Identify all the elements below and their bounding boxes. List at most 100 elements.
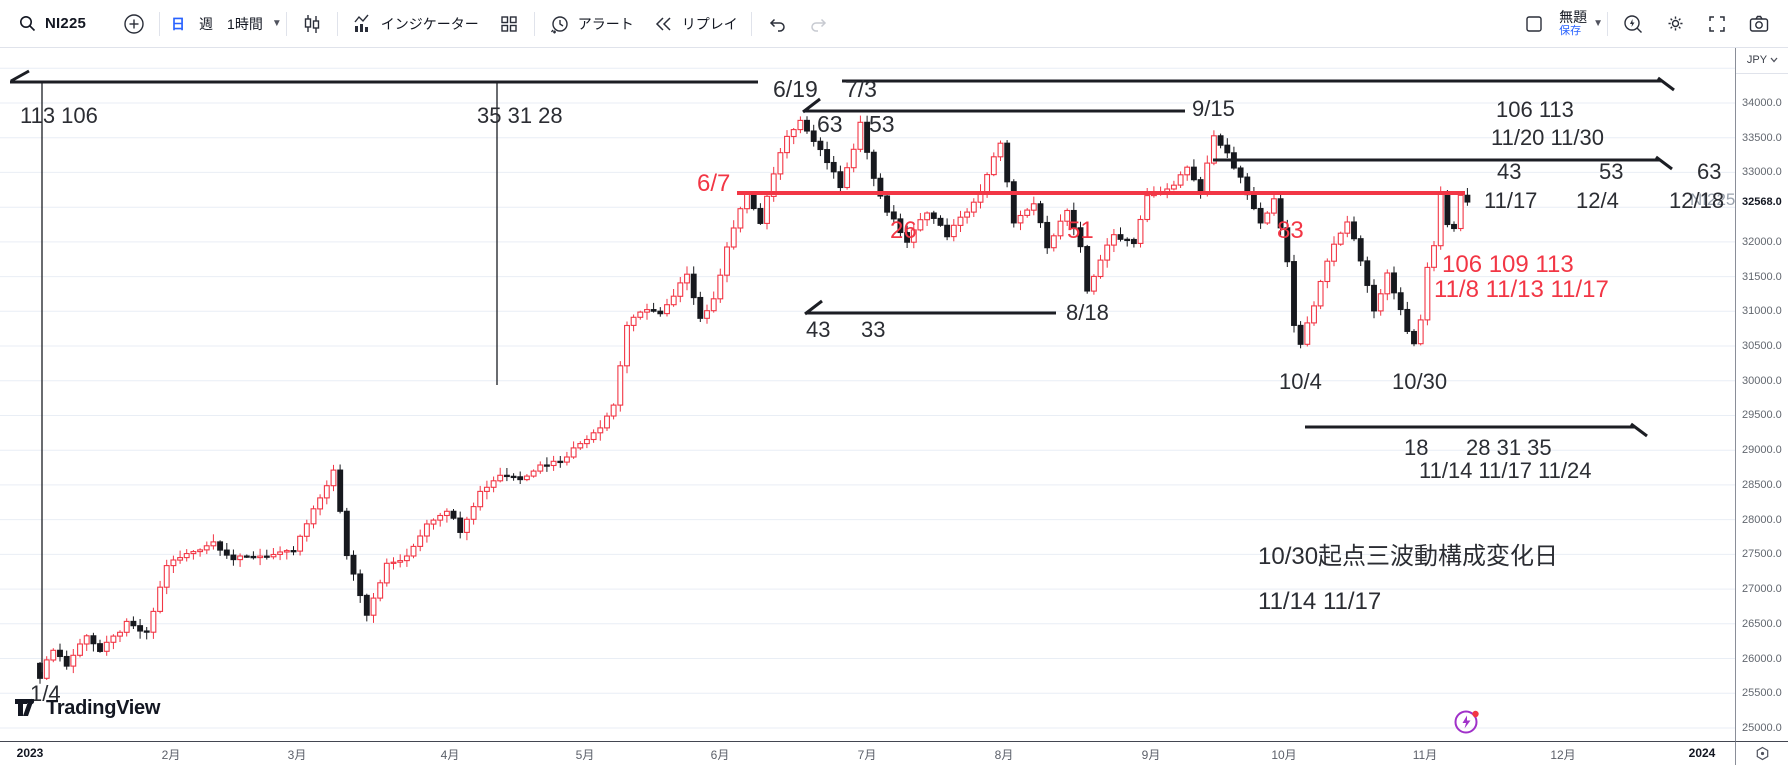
- toolbar-divider: [159, 11, 161, 36]
- snapshot-button[interactable]: [1738, 7, 1780, 41]
- interval-1w-button[interactable]: 週: [199, 15, 214, 32]
- annotation-text[interactable]: 43: [806, 317, 831, 342]
- time-tick-label: 2月: [161, 748, 181, 762]
- annotation-text[interactable]: 9/15: [1192, 96, 1235, 121]
- price-tick-label: 33000.0: [1742, 166, 1782, 179]
- annotation-text[interactable]: 12/4: [1576, 188, 1619, 213]
- templates-button[interactable]: [488, 7, 530, 41]
- redo-icon: [807, 12, 831, 36]
- layout-select-button[interactable]: [1513, 7, 1555, 41]
- layout-title: 無題: [1559, 9, 1588, 26]
- annotation-text[interactable]: 8/18: [1066, 300, 1109, 325]
- lightning-search-icon: [1621, 12, 1645, 36]
- price-tick-label: 33500.0: [1742, 131, 1782, 144]
- annotation-text[interactable]: 11/17: [1484, 188, 1538, 213]
- fullscreen-button[interactable]: [1696, 7, 1738, 41]
- price-tick-label: 29000.0: [1742, 444, 1782, 457]
- symbol-search-button[interactable]: NI225: [6, 7, 95, 41]
- annotation-text[interactable]: 6/7: [697, 170, 731, 197]
- indicators-button[interactable]: インジケーター: [342, 7, 488, 41]
- annotation-text[interactable]: 26: [890, 217, 917, 244]
- interval-chevron-down-icon[interactable]: ▼: [271, 18, 282, 29]
- time-tick-label: 2024: [1688, 746, 1716, 760]
- alert-button[interactable]: アラート: [539, 7, 643, 41]
- axis-settings-corner[interactable]: [1735, 741, 1788, 765]
- axis-settings-icon: [1756, 746, 1769, 761]
- price-tick-label: 28500.0: [1742, 478, 1782, 491]
- alert-label: アラート: [577, 15, 634, 32]
- price-tick-label: 25500.0: [1742, 687, 1782, 700]
- redo-button[interactable]: [798, 7, 840, 41]
- settings-button[interactable]: [1654, 7, 1696, 41]
- price-axis[interactable]: JPY 34000.0 33500.0 33000.0 32568.0 32000.0 3…: [1735, 47, 1788, 741]
- price-tick-label: 28000.0: [1742, 513, 1782, 526]
- annotation-text[interactable]: 6/19: [773, 76, 818, 102]
- undo-button[interactable]: [756, 7, 798, 41]
- fullscreen-icon: [1705, 12, 1729, 36]
- annotation-text[interactable]: 51: [1067, 217, 1094, 244]
- arrowhead: [802, 97, 821, 114]
- annotation-text[interactable]: 11/8 11/13 11/17: [1434, 276, 1609, 303]
- annotation-text[interactable]: 11/20 11/30: [1491, 125, 1604, 150]
- save-button[interactable]: 保存: [1559, 25, 1582, 38]
- compare-button[interactable]: [113, 7, 155, 41]
- layout-chevron-down-icon[interactable]: ▼: [1593, 18, 1603, 29]
- annotation-text[interactable]: 33: [861, 317, 886, 342]
- replay-button[interactable]: リプレイ: [643, 7, 747, 41]
- time-tick-label: 9月: [1141, 748, 1161, 762]
- annotation-text[interactable]: 11/14 11/17 11/24: [1419, 458, 1592, 483]
- toolbar-divider: [1607, 11, 1608, 36]
- annotation-text[interactable]: 12/18: [1669, 188, 1725, 213]
- arrowhead: [1630, 422, 1648, 438]
- price-tick-label: 26000.0: [1742, 652, 1782, 665]
- annotation-text[interactable]: 83: [1277, 217, 1304, 244]
- plus-circle-icon: [122, 12, 146, 36]
- time-tick-label: 2023: [16, 746, 44, 760]
- annotation-text[interactable]: 18: [1404, 435, 1429, 460]
- annotation-text[interactable]: 63: [817, 111, 843, 137]
- interval-1h-button[interactable]: 1時間: [227, 15, 263, 32]
- annotation-text[interactable]: 113 106: [20, 103, 98, 128]
- annotation-text[interactable]: 28 31 35: [1466, 435, 1552, 460]
- price-tick-label: 30500.0: [1742, 340, 1782, 353]
- arrowhead: [10, 69, 30, 83]
- time-tick-label: 10月: [1271, 748, 1297, 762]
- flash-notification-badge[interactable]: [1452, 707, 1482, 737]
- annotation-text[interactable]: 10/30起点三波動構成変化日: [1258, 543, 1559, 570]
- annotation-text[interactable]: 53: [869, 111, 895, 137]
- chart-style-button[interactable]: [291, 7, 333, 41]
- price-tick-label: 32000.0: [1742, 235, 1782, 248]
- time-tick-label: 4月: [440, 748, 460, 762]
- price-tick-label: 30000.0: [1742, 374, 1782, 387]
- annotation-text[interactable]: 53: [1599, 159, 1624, 184]
- tradingview-logo[interactable]: TradingView: [14, 697, 160, 720]
- annotation-text[interactable]: 35 31 28: [477, 103, 563, 128]
- alarm-clock-icon: [548, 12, 572, 36]
- annotation-text[interactable]: 10/4: [1279, 369, 1322, 394]
- quick-search-button[interactable]: [1612, 7, 1654, 41]
- toolbar-divider: [533, 11, 535, 36]
- tradingview-mark-icon: [15, 698, 35, 716]
- time-tick-label: 6月: [710, 748, 730, 762]
- currency-selector[interactable]: JPY: [1736, 47, 1788, 74]
- time-tick-label: 8月: [994, 748, 1014, 762]
- arrowhead: [1655, 155, 1673, 171]
- layout-title-group[interactable]: 無題 保存: [1559, 9, 1587, 38]
- interval-1d-button[interactable]: 日: [171, 15, 186, 32]
- candlestick-chart-icon: [300, 12, 324, 36]
- time-tick-label: 11月: [1412, 748, 1438, 762]
- time-tick-label: 3月: [287, 748, 307, 762]
- annotation-text[interactable]: 63: [1697, 159, 1722, 184]
- indicators-label: インジケーター: [380, 15, 479, 32]
- toolbar-divider: [285, 11, 287, 36]
- annotation-text[interactable]: 43: [1497, 159, 1522, 184]
- annotation-text[interactable]: 1/4: [30, 681, 61, 706]
- annotation-text[interactable]: 106 109 113: [1442, 251, 1574, 278]
- time-axis[interactable]: 2023 2月 3月 4月 5月 6月 7月 8月 9月 10月 11月 12月 2024: [0, 741, 1788, 765]
- annotation-text[interactable]: 10/30: [1392, 369, 1448, 394]
- currency-label: JPY: [1746, 54, 1768, 66]
- annotation-text[interactable]: 7/3: [845, 76, 877, 102]
- annotation-text[interactable]: 106 113: [1496, 97, 1574, 122]
- annotation-text[interactable]: 11/14 11/17: [1258, 588, 1382, 615]
